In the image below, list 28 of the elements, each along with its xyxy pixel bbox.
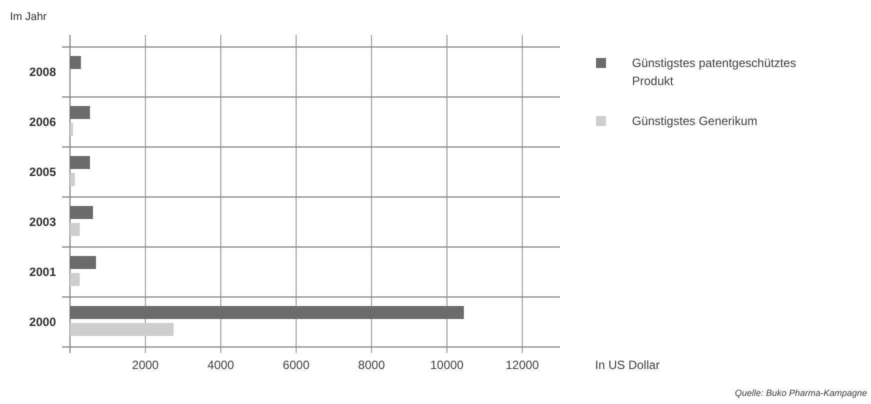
y-tick-label: 2006 (29, 115, 56, 129)
x-axis-title: In US Dollar (595, 358, 660, 372)
x-tick-label: 12000 (506, 358, 540, 372)
x-tick-label: 6000 (282, 358, 310, 372)
bar (70, 106, 90, 119)
bar (70, 123, 74, 136)
y-tick-label: 2003 (29, 215, 56, 229)
y-tick-label: 2001 (29, 265, 56, 279)
x-tick-label: 2000 (132, 358, 160, 372)
legend-label: Günstigstes patentgeschütztes Produkt (632, 56, 796, 88)
y-axis-title: Im Jahr (10, 11, 48, 23)
x-tick-label: 10000 (430, 358, 464, 372)
legend-label: Günstigstes Generikum (632, 114, 758, 128)
bar (70, 223, 80, 236)
bar (70, 173, 75, 186)
bar (70, 256, 96, 269)
y-tick-label: 2000 (29, 315, 56, 329)
bar (70, 306, 464, 319)
source-note: Quelle: Buko Pharma-Kampagne (734, 388, 867, 398)
bar (70, 273, 80, 286)
y-tick-label: 2008 (29, 65, 56, 79)
x-tick-label: 8000 (358, 358, 386, 372)
bar (70, 323, 174, 336)
bar (70, 206, 93, 219)
y-tick-label: 2005 (29, 165, 56, 179)
bar (70, 56, 81, 69)
bar (70, 156, 90, 169)
x-tick-label: 4000 (207, 358, 234, 372)
